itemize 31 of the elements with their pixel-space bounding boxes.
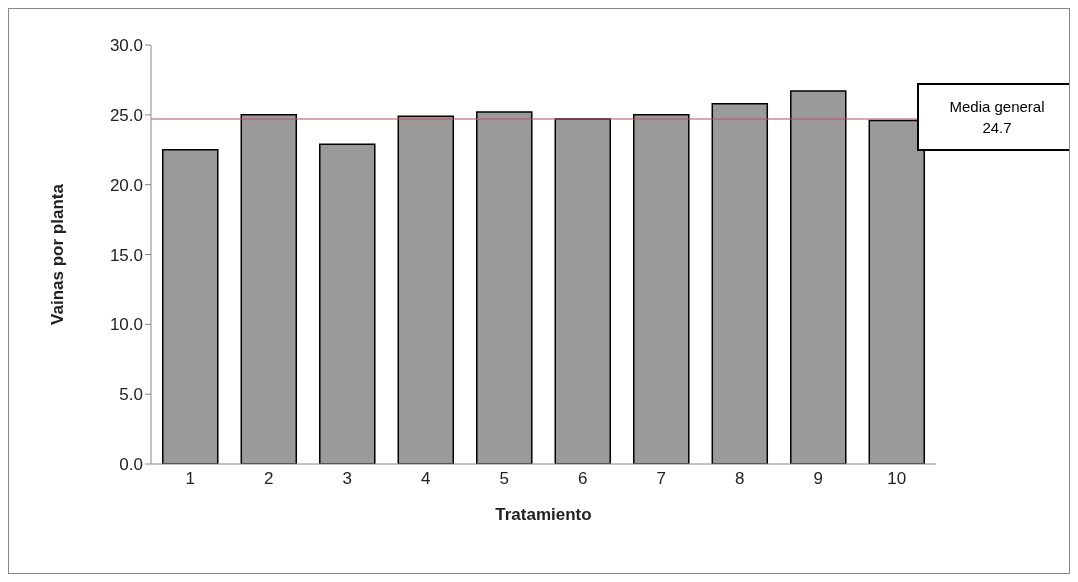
x-tick-label: 2 bbox=[264, 469, 274, 489]
y-tick-label: 20.0 bbox=[109, 175, 143, 195]
callout-box: Media general 24.7 bbox=[917, 83, 1069, 151]
ref-line-label: Media general 24.7 bbox=[948, 97, 1046, 138]
bar bbox=[868, 119, 926, 464]
x-tick-label: 3 bbox=[342, 469, 352, 489]
x-tick-label: 10 bbox=[887, 469, 907, 489]
x-tick-label: 6 bbox=[578, 469, 588, 489]
bar bbox=[711, 102, 769, 464]
y-tick-label: 5.0 bbox=[119, 385, 143, 405]
bar bbox=[476, 111, 533, 464]
y-tick-label: 0.0 bbox=[119, 455, 143, 475]
x-tick-label: 5 bbox=[499, 469, 509, 489]
bar bbox=[240, 114, 298, 464]
bar bbox=[397, 115, 455, 464]
x-axis-title: Tratamiento bbox=[495, 505, 592, 524]
y-tick-label: 10.0 bbox=[109, 315, 143, 335]
x-tick-label: 8 bbox=[735, 469, 745, 489]
bar bbox=[162, 149, 219, 464]
bar bbox=[790, 90, 847, 464]
x-tick-label: 4 bbox=[421, 469, 431, 489]
y-axis-title: Vainas por planta bbox=[48, 183, 68, 325]
bar bbox=[633, 114, 690, 464]
x-tick-label: 7 bbox=[656, 469, 666, 489]
x-tick-label: 9 bbox=[813, 469, 823, 489]
bar bbox=[319, 143, 376, 464]
y-tick-label: 15.0 bbox=[109, 245, 143, 265]
bar bbox=[554, 118, 612, 464]
y-tick-label: 25.0 bbox=[109, 105, 143, 125]
x-tick-label: 1 bbox=[185, 469, 195, 489]
y-tick-label: 30.0 bbox=[109, 36, 143, 56]
